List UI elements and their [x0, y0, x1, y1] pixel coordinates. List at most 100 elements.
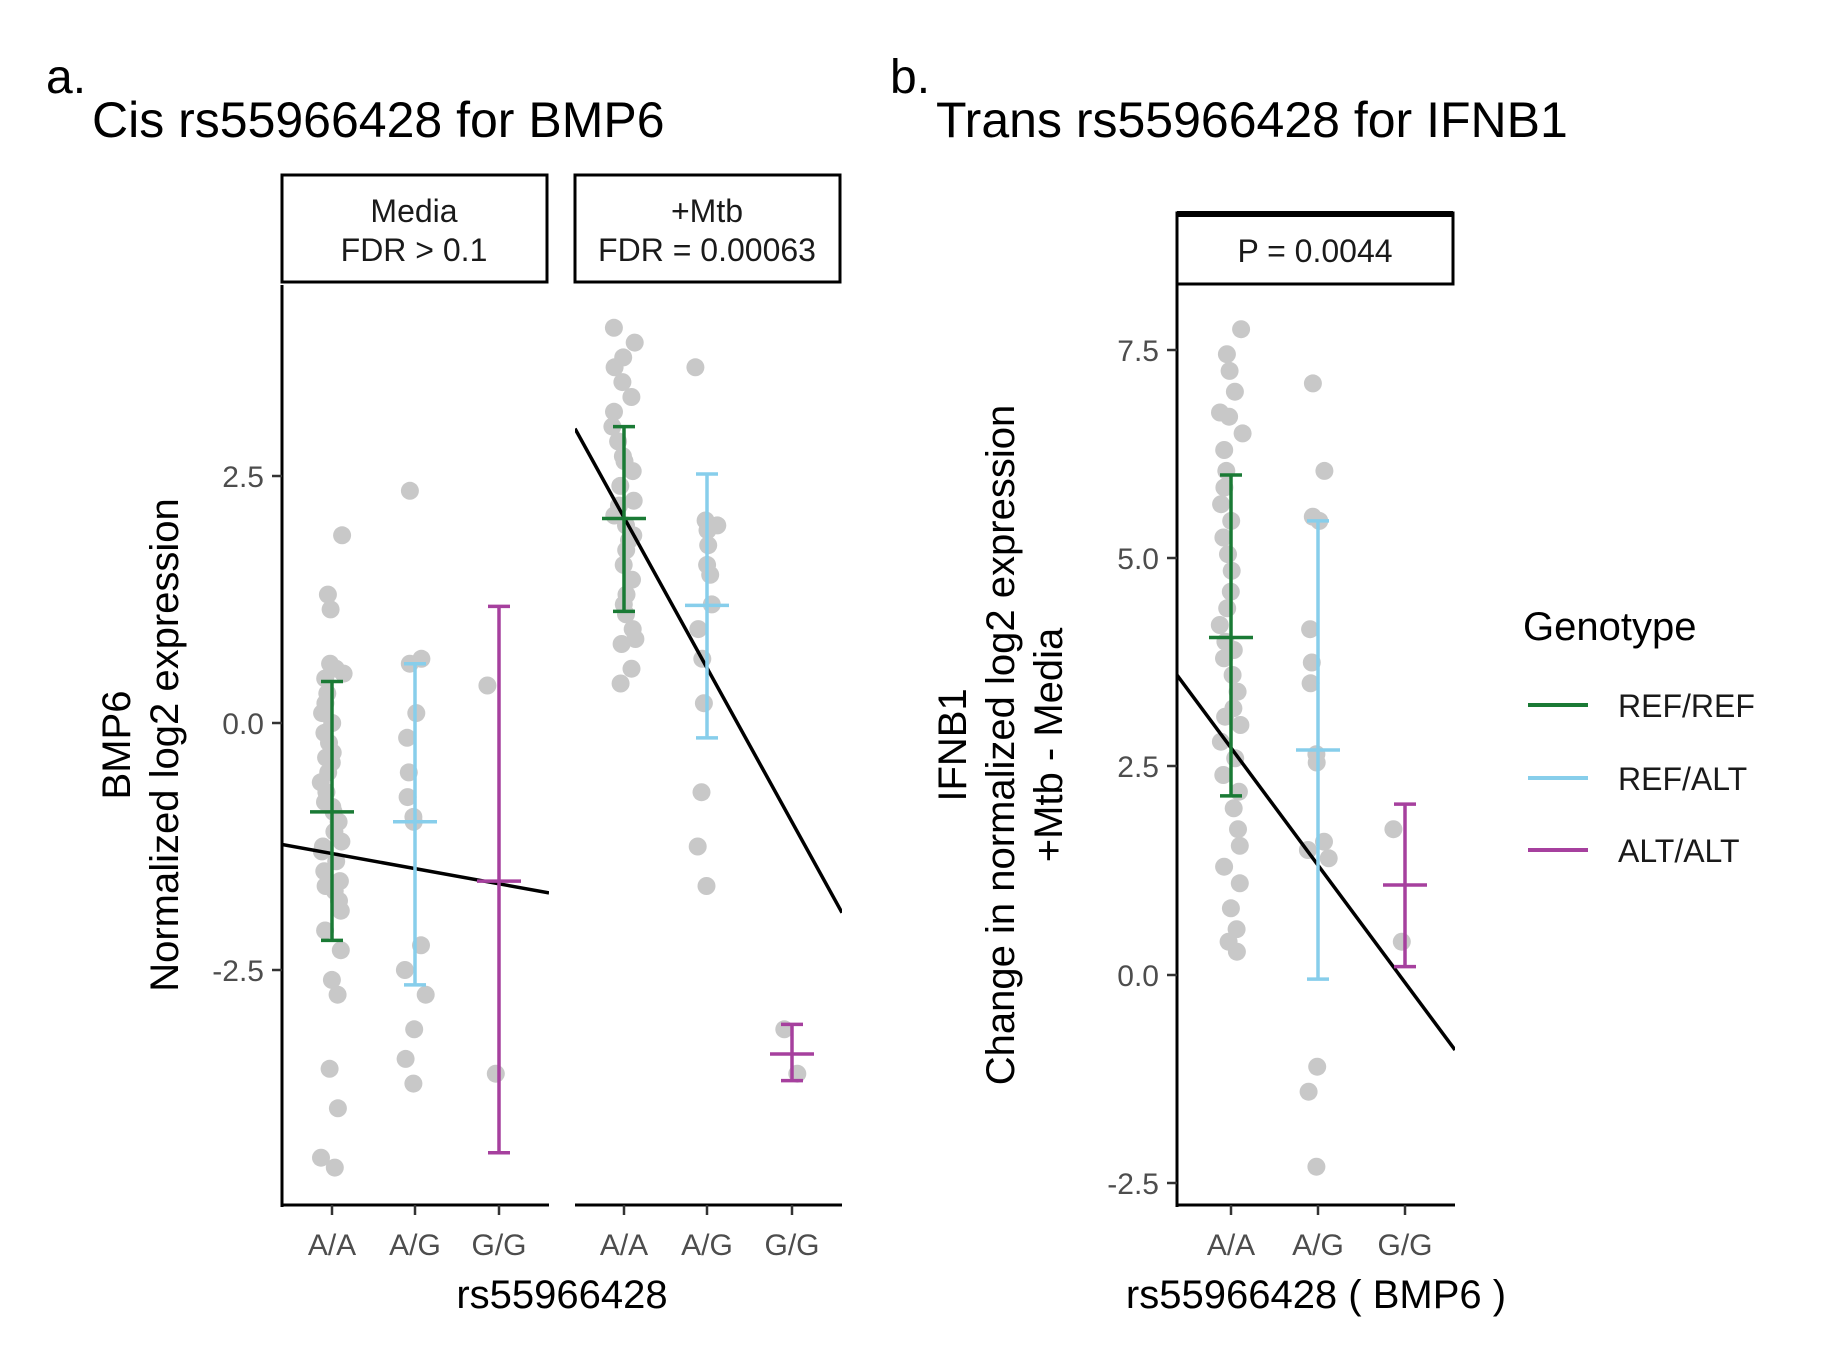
strip-media-fdr: FDR > 0.1 — [341, 232, 488, 268]
panel-b-ytick-label: 0.0 — [1117, 960, 1159, 993]
data-point — [1392, 932, 1411, 951]
data-point — [486, 1064, 505, 1083]
data-point — [318, 585, 337, 604]
panel-a-facet-media-marks — [282, 481, 549, 1177]
data-point — [1232, 320, 1251, 339]
data-point — [322, 970, 341, 989]
panel-a-ytick-label: -2.5 — [212, 955, 264, 988]
data-point — [1230, 874, 1249, 893]
data-point — [689, 620, 708, 639]
panel-a-ytick-label: 2.5 — [222, 461, 264, 494]
data-point — [1211, 403, 1229, 422]
panel-a-x-ticks: A/A A/G G/G A/A A/G G/G — [308, 1205, 820, 1262]
data-point — [692, 783, 711, 802]
data-point — [1319, 849, 1338, 868]
panel-b-title: Trans rs55966428 for IFNB1 — [936, 92, 1568, 148]
panel-b-y-ticks: 7.5 5.0 2.5 0.0 -2.5 — [1107, 335, 1177, 1201]
data-point — [1299, 1082, 1318, 1101]
data-point — [611, 674, 630, 693]
data-point — [328, 1099, 347, 1118]
data-point — [622, 659, 641, 678]
data-point — [1215, 441, 1234, 459]
panel-b-ytick-label: 7.5 — [1117, 335, 1159, 368]
panel-b-ytick-label: 5.0 — [1117, 543, 1159, 576]
panel-a-y-axis-title: BMP6 Normalized log2 expression — [95, 498, 187, 992]
data-point — [1214, 766, 1233, 784]
panel-a-xtick-label: A/G — [389, 1229, 441, 1262]
panel-b-y-axis-title: IFNB1 Change in normalized log2 expressi… — [931, 405, 1071, 1085]
data-point — [1230, 836, 1249, 855]
data-point — [624, 491, 643, 510]
data-point — [334, 664, 353, 683]
data-point — [332, 832, 351, 851]
data-point — [321, 654, 340, 673]
data-point — [625, 333, 644, 352]
data-point — [605, 402, 623, 421]
data-point — [688, 837, 707, 856]
legend-item-ref-alt: REF/ALT — [1528, 761, 1747, 797]
data-point — [604, 318, 623, 337]
data-point — [1308, 1057, 1327, 1076]
panel-b-ylabel-line3: +Mtb - Media — [1027, 627, 1071, 862]
data-point — [1212, 495, 1231, 514]
data-point — [697, 877, 716, 895]
data-point — [1301, 620, 1320, 639]
facet-strip-p-value: P = 0.0044 — [1175, 211, 1455, 286]
panel-a-xtick-label: A/A — [308, 1229, 356, 1262]
data-point — [1215, 478, 1234, 497]
data-point — [396, 1049, 415, 1068]
panel-b: b. Trans rs55966428 for IFNB1 P = 0.0044… — [890, 51, 1568, 1317]
strip-mtb-fdr: FDR = 0.00063 — [598, 232, 816, 268]
data-point — [1217, 345, 1236, 364]
data-point — [1229, 820, 1247, 839]
panel-a-xtick-label: G/G — [764, 1229, 819, 1262]
panel-a-y-ticks: 2.5 0.0 -2.5 — [212, 461, 282, 988]
data-point — [603, 417, 622, 436]
panel-b-facet-marks — [1177, 320, 1455, 1176]
data-point — [622, 388, 641, 406]
panel-b-letter: b. — [890, 51, 930, 104]
data-point — [315, 862, 334, 881]
panel-b-ytick-label: -2.5 — [1107, 1168, 1159, 1201]
data-point — [331, 901, 350, 920]
data-point — [626, 630, 645, 648]
panel-a-xtick-label: A/G — [681, 1229, 733, 1262]
data-point — [478, 676, 497, 695]
data-point — [1220, 361, 1239, 380]
data-point — [611, 476, 630, 495]
panel-b-ytick-label: 2.5 — [1117, 751, 1159, 784]
data-point — [404, 1074, 423, 1093]
facet-strip-mtb: +Mtb FDR = 0.00063 — [573, 173, 842, 284]
legend-item-alt-alt: ALT/ALT — [1528, 833, 1740, 869]
data-point — [1221, 899, 1240, 918]
data-point — [1211, 732, 1230, 751]
panel-b-xtick-label: A/G — [1292, 1229, 1344, 1262]
legend-label-alt-alt: ALT/ALT — [1618, 833, 1740, 869]
data-point — [694, 694, 713, 713]
panel-b-x-axis-title: rs55966428 ( BMP6 ) — [1126, 1273, 1506, 1317]
strip-mtb-label: +Mtb — [671, 193, 743, 229]
data-point — [1384, 820, 1403, 839]
strip-media-label: Media — [370, 193, 457, 229]
panel-a-title: Cis rs55966428 for BMP6 — [92, 92, 665, 148]
panel-b-xtick-label: G/G — [1377, 1229, 1432, 1262]
data-point — [613, 373, 632, 392]
data-point — [405, 1020, 424, 1039]
data-point — [1224, 641, 1243, 659]
legend: Genotype REF/REF REF/ALT ALT/ALT — [1523, 605, 1755, 869]
panel-b-ylabel-line1: IFNB1 — [931, 688, 975, 801]
panel-a-xtick-label: A/A — [600, 1229, 648, 1262]
data-point — [398, 788, 417, 807]
data-point — [1227, 942, 1246, 961]
panel-a-ytick-label: 0.0 — [222, 708, 264, 741]
data-point — [1219, 545, 1237, 564]
data-point — [320, 1059, 339, 1078]
data-point — [605, 358, 624, 377]
facet-strip-media: Media FDR > 0.1 — [280, 173, 549, 284]
data-point — [701, 565, 720, 584]
panel-a-letter: a. — [46, 51, 86, 104]
data-point — [1231, 716, 1250, 734]
legend-item-ref-ref: REF/REF — [1528, 688, 1755, 724]
data-point — [1301, 674, 1320, 693]
